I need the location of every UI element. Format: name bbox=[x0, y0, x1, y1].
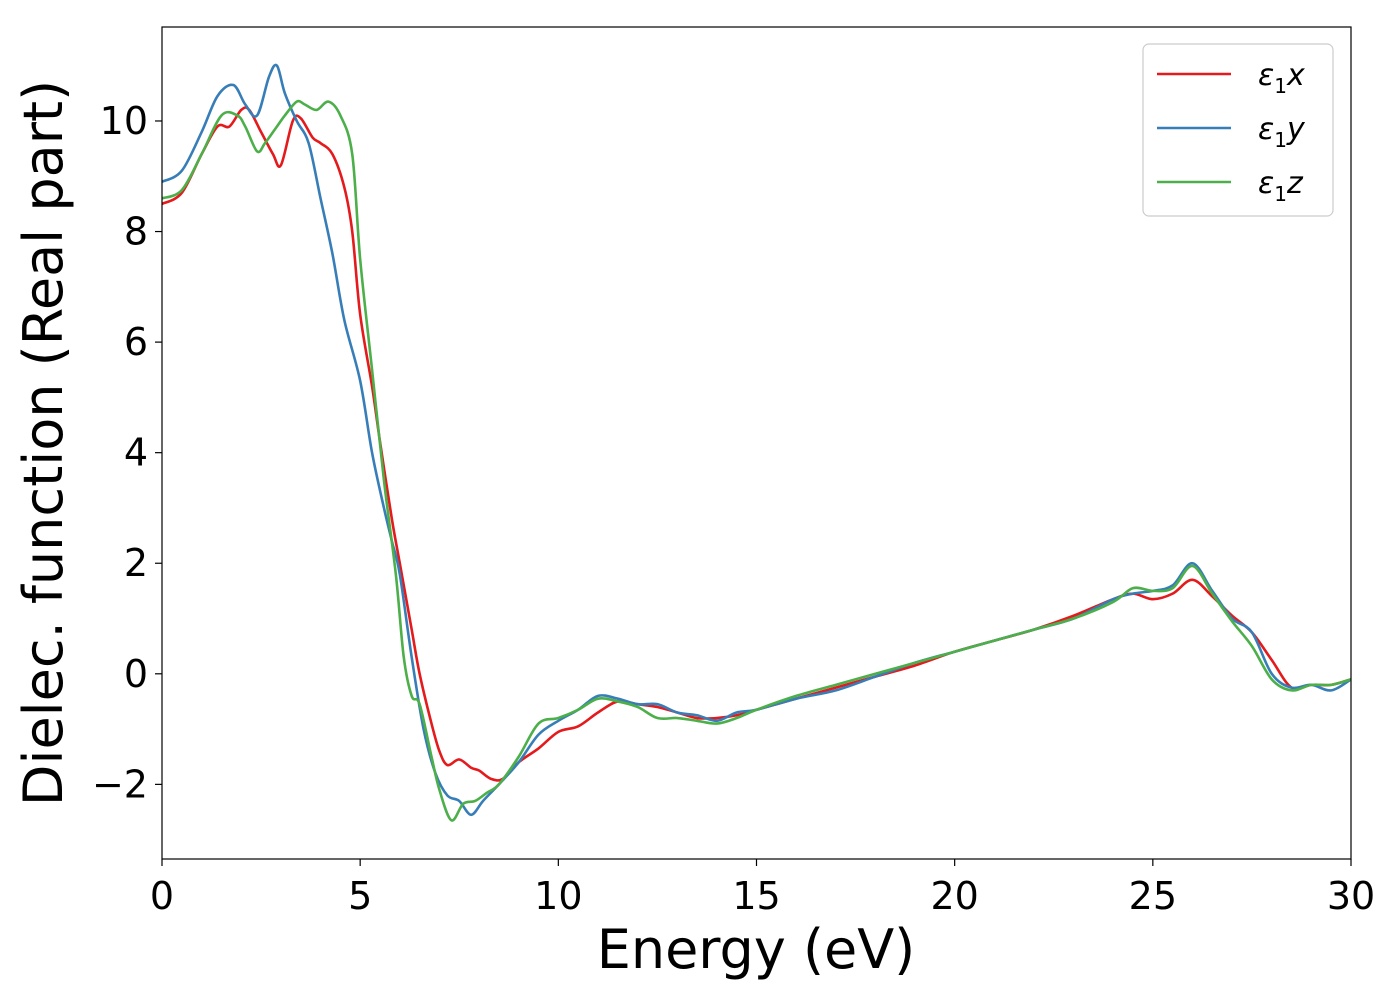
y-axis-ticks: −2 0 2 4 6 8 10 bbox=[92, 99, 162, 806]
x-axis-title: Energy (eV) bbox=[597, 918, 916, 981]
x-axis-ticks: 0 5 10 15 20 25 30 bbox=[150, 859, 1375, 918]
y-tick-label: 10 bbox=[100, 99, 148, 143]
x-tick-label: 5 bbox=[348, 874, 372, 918]
legend-label-y: ε1y bbox=[1258, 112, 1306, 152]
y-tick-label: −2 bbox=[92, 762, 148, 806]
legend-label-x: ε1x bbox=[1258, 58, 1305, 98]
y-tick-label: 0 bbox=[124, 652, 148, 696]
x-tick-label: 15 bbox=[732, 874, 780, 918]
y-tick-label: 6 bbox=[124, 320, 148, 364]
x-tick-label: 25 bbox=[1129, 874, 1177, 918]
y-tick-label: 4 bbox=[124, 431, 148, 475]
y-tick-label: 2 bbox=[124, 541, 148, 585]
legend: ε1x ε1y ε1z bbox=[1142, 43, 1334, 217]
y-axis-title: Dielec. function (Real part) bbox=[12, 80, 75, 806]
series-line-z bbox=[162, 99, 1351, 822]
x-tick-label: 20 bbox=[930, 874, 978, 918]
y-tick-label: 8 bbox=[124, 210, 148, 254]
x-tick-label: 10 bbox=[534, 874, 582, 918]
legend-label-z: ε1z bbox=[1258, 166, 1304, 206]
series-lines bbox=[162, 63, 1351, 822]
legend-box bbox=[1142, 43, 1334, 217]
x-tick-label: 0 bbox=[150, 874, 174, 918]
x-tick-label: 30 bbox=[1327, 874, 1375, 918]
